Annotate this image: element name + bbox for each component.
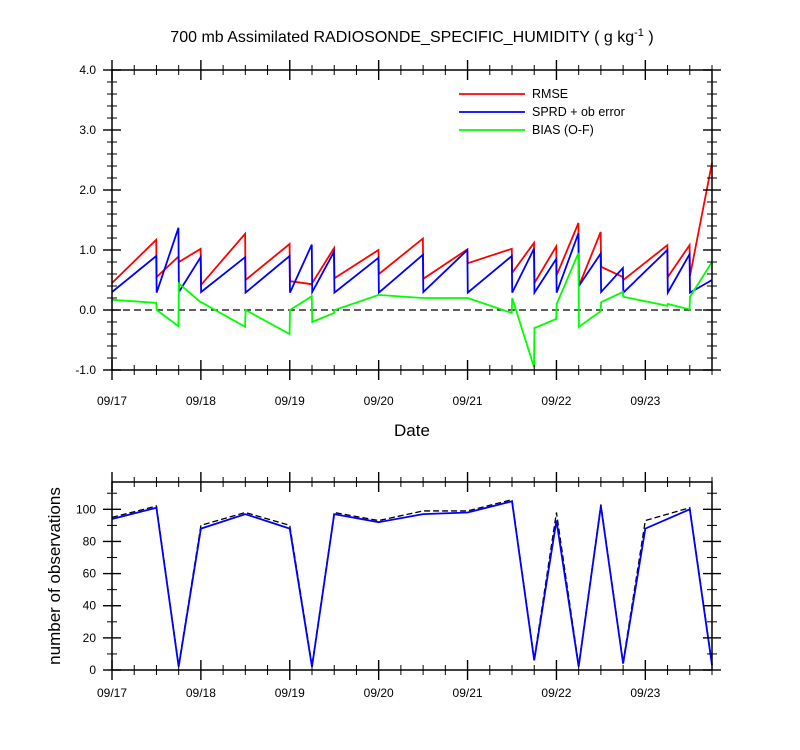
series-line-bias-o-f [111, 252, 713, 368]
x-tick-label: 09/19 [275, 686, 305, 700]
y-tick-label: 2.0 [79, 183, 96, 197]
y-tick-label: 20 [83, 631, 97, 645]
legend-label: BIAS (O-F) [532, 123, 594, 137]
x-tick-label: 09/21 [453, 686, 483, 700]
y-tick-label: 0.0 [79, 303, 96, 317]
x-tick-label: 09/20 [364, 394, 394, 408]
x-tick-label: 09/23 [630, 394, 660, 408]
y-tick-label: 60 [83, 567, 97, 581]
top-chart-panel: 09/17 09/18 09/19 09/20 09/21 09/22 09/23 -1.0 0… [75, 60, 721, 440]
x-tick-label: 09/18 [186, 686, 216, 700]
bottom-chart-panel: 09/17 09/18 09/19 09/20 09/21 09/22 09/23 0 20 40… [45, 472, 721, 700]
y-tick-label: 3.0 [79, 123, 96, 137]
x-tick-label: 09/22 [541, 394, 571, 408]
y-tick-label: 100 [76, 502, 96, 516]
x-tick-label: 09/18 [186, 394, 216, 408]
y-tick-label: -1.0 [75, 363, 96, 377]
y-tick-label: 4.0 [79, 63, 96, 77]
top-chart-axes: 09/17 09/18 09/19 09/20 09/21 09/22 09/23 -1.0 0… [75, 60, 721, 440]
series-line-sprd-ob-error [111, 227, 713, 296]
plot-frame [111, 481, 713, 671]
top-chart-legend: RMSE SPRD + ob error BIAS (O-F) [459, 87, 625, 137]
bottom-chart-plot-area [111, 498, 713, 667]
y-tick-label: 1.0 [79, 243, 96, 257]
x-axis-label: Date [394, 421, 430, 440]
bottom-chart-axes: 09/17 09/18 09/19 09/20 09/21 09/22 09/23 0 20 40… [45, 472, 721, 700]
legend-label: SPRD + ob error [532, 105, 625, 119]
chart-title: 700 mb Assimilated RADIOSONDE_SPECIFIC_H… [170, 27, 653, 46]
y-tick-label: 40 [83, 599, 97, 613]
x-tick-label: 09/22 [541, 686, 571, 700]
y-tick-label: 0 [89, 663, 96, 677]
x-tick-label: 09/19 [275, 394, 305, 408]
plot-frame [111, 69, 713, 371]
series-line-observations [111, 500, 713, 667]
x-tick-label: 09/21 [453, 394, 483, 408]
series-line-observations-dashed [111, 498, 713, 666]
x-tick-label: 09/17 [97, 394, 127, 408]
y-tick-label: 80 [83, 534, 97, 548]
x-tick-label: 09/17 [97, 686, 127, 700]
series-line-rmse [111, 162, 713, 288]
legend-label: RMSE [532, 87, 568, 101]
x-tick-label: 09/23 [630, 686, 660, 700]
x-tick-label: 09/20 [364, 686, 394, 700]
y-axis-label: number of observations [45, 487, 64, 665]
top-chart-plot-area [111, 162, 713, 368]
